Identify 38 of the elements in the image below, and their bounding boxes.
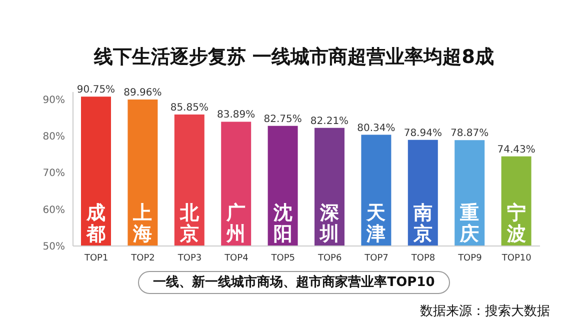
y-tick-label: 50% — [42, 242, 65, 253]
annotation: 南京 — [412, 202, 432, 245]
y-tick-label: 90% — [42, 94, 65, 106]
data-label: 83.89% — [217, 110, 256, 121]
annotation: 深圳 — [319, 202, 340, 245]
x-tick-label: TOP9 — [457, 253, 482, 264]
data-label: 82.21% — [310, 116, 349, 127]
x-tick-label: TOP1 — [83, 253, 108, 264]
x-tick-label: TOP5 — [270, 253, 296, 264]
data-label: 82.75% — [264, 114, 302, 125]
x-tick-label: TOP4 — [224, 253, 249, 264]
annotation: 上海 — [132, 202, 152, 245]
annotation: 沈阳 — [272, 202, 292, 245]
annotation: 重庆 — [459, 202, 480, 245]
chart-title: 线下生活逐步复苏 一线城市商超营业率均超8成 — [92, 45, 495, 70]
y-tick-label: 70% — [42, 168, 65, 180]
data-label: 80.34% — [357, 122, 396, 134]
x-tick-label: TOP8 — [410, 253, 436, 264]
annotation: 成都 — [86, 202, 106, 245]
data-label: 74.43% — [497, 144, 536, 156]
x-tick-label: TOP6 — [316, 253, 342, 264]
source-note: 数据来源：搜索大数据 — [420, 303, 550, 320]
data-label: 78.94% — [404, 128, 442, 139]
y-tick-label: 80% — [42, 132, 65, 143]
annotation: 宁波 — [506, 202, 526, 245]
annotation: 广州 — [226, 202, 246, 245]
x-tick-label: TOP3 — [176, 253, 202, 264]
annotation: 北京 — [178, 202, 200, 245]
data-label: 90.75% — [76, 84, 116, 96]
data-label: 85.85% — [170, 102, 208, 114]
annotation: 天津 — [366, 202, 386, 245]
x-tick-label: TOP2 — [130, 253, 155, 264]
data-label: 78.87% — [450, 128, 489, 140]
text: 一线、新一线城市商场、超市商家营业率TOP10 — [138, 271, 450, 294]
x-tick-label: TOP7 — [364, 253, 388, 264]
data-label: 89.96% — [124, 87, 162, 98]
y-tick-label: 60% — [42, 204, 65, 216]
x-tick-label: TOP10 — [500, 253, 532, 264]
